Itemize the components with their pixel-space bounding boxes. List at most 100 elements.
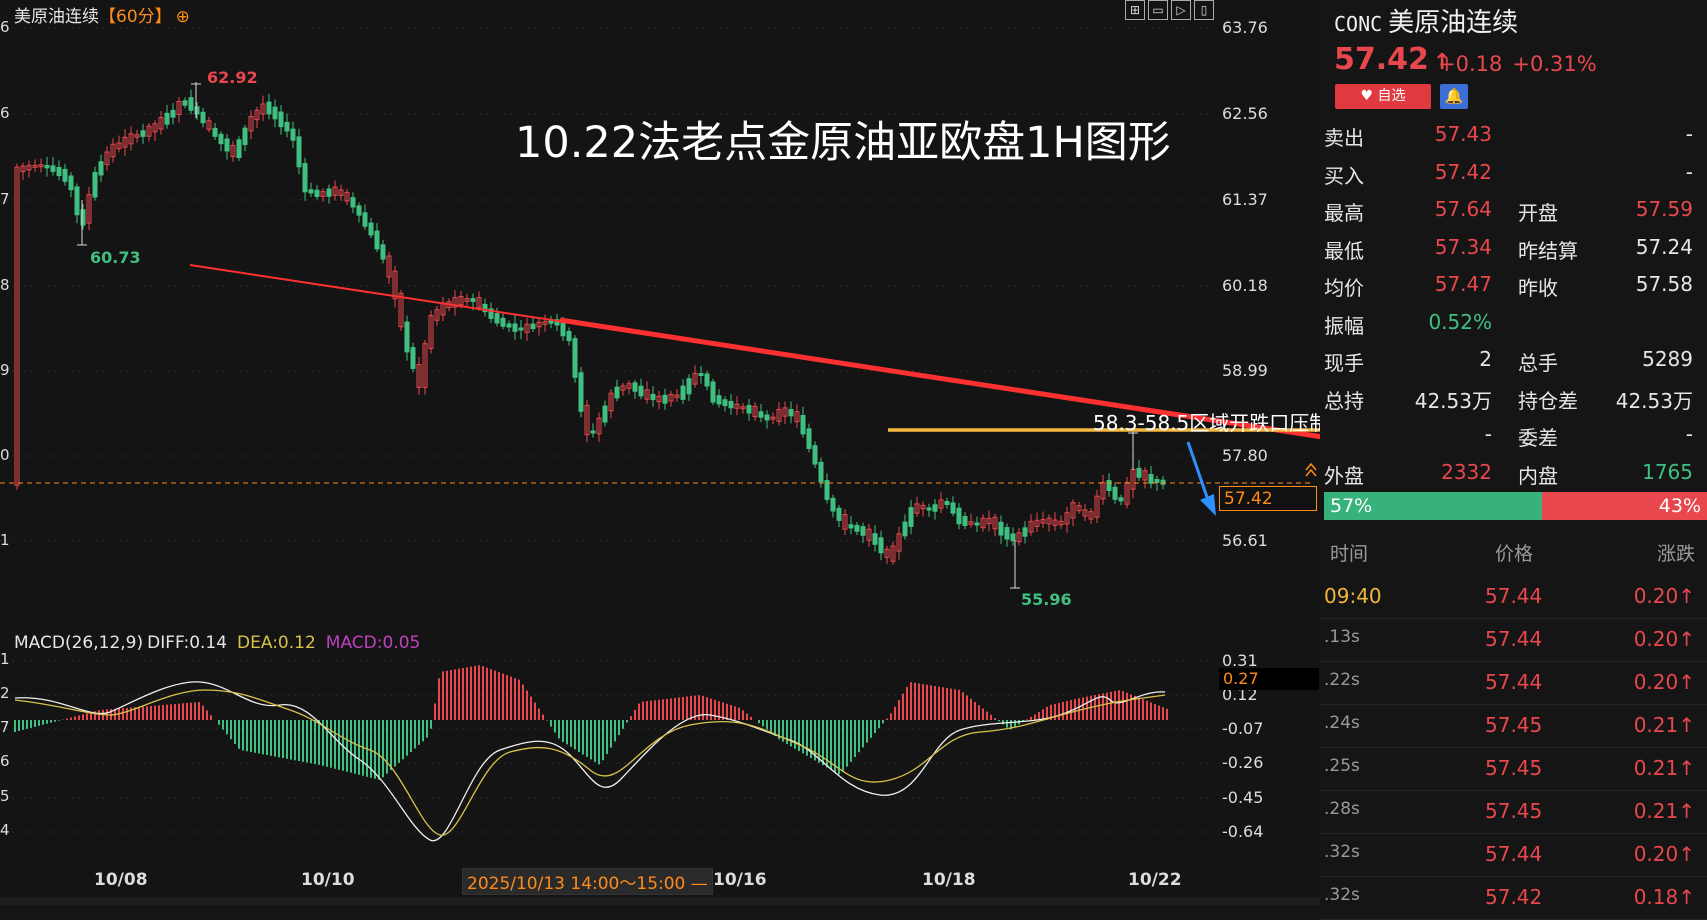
candle-body bbox=[170, 109, 176, 118]
candle-body bbox=[350, 197, 356, 208]
chart-toolbar: ⊞ ▭ ▷ ▯ bbox=[1125, 0, 1214, 20]
price-axis-label: 58.99 bbox=[1222, 361, 1268, 380]
price-axis-label: 57.80 bbox=[1222, 446, 1268, 465]
candle-body bbox=[1112, 486, 1118, 500]
dea-line bbox=[14, 689, 1166, 836]
macd-dea: DEA:0.12 bbox=[237, 633, 316, 653]
tick-list-header: 时间 价格 涨跌 bbox=[1320, 537, 1707, 567]
instrument-title: 美原油连续 bbox=[14, 7, 99, 27]
play-tool-icon[interactable]: ▷ bbox=[1171, 0, 1191, 20]
quote-key: 均价 bbox=[1324, 276, 1364, 300]
quote-row: 最高 57.64 开盘 57.59 bbox=[1320, 191, 1707, 229]
period-selector[interactable]: 【60分】 bbox=[99, 7, 172, 27]
crosshair-time-label: 2025/10/13 14:00～15:00 — bbox=[462, 868, 713, 895]
candle-body bbox=[1142, 470, 1148, 481]
crosshair-tool-icon[interactable]: ⊞ bbox=[1125, 0, 1145, 20]
tick-row[interactable]: .24s 57.45 0.21↑ bbox=[1320, 705, 1707, 748]
macd-axis-label: -0.07 bbox=[1222, 719, 1264, 738]
quote-key: 现手 bbox=[1324, 351, 1364, 375]
candle-body bbox=[578, 372, 584, 412]
tick-header-price: 价格 bbox=[1495, 543, 1534, 565]
left-axis-digit: 2 bbox=[0, 684, 10, 702]
inner-ratio: 43% bbox=[1542, 492, 1707, 520]
quote-value: - bbox=[1685, 159, 1693, 184]
chart-canvas[interactable] bbox=[0, 0, 1320, 905]
layout-tool-icon[interactable]: ▭ bbox=[1148, 0, 1168, 20]
left-axis-digit: 6 bbox=[0, 104, 10, 122]
add-favorite-button[interactable]: ♥ 自选 bbox=[1335, 84, 1431, 109]
instrument-name: 美原油连续 bbox=[1388, 8, 1519, 38]
candle-body bbox=[1082, 509, 1088, 517]
candle-body bbox=[470, 298, 476, 302]
candle-body bbox=[68, 175, 74, 191]
bell-icon[interactable]: 🔔 bbox=[1440, 84, 1468, 109]
left-axis-digit: 7 bbox=[0, 718, 10, 736]
candle-body bbox=[146, 125, 152, 137]
tick-row[interactable]: .32s 57.42 0.18↑ bbox=[1320, 877, 1707, 920]
tick-row[interactable]: .13s 57.44 0.20↑ bbox=[1320, 619, 1707, 662]
chart-title-bar: 美原油连续【60分】 ⊕ bbox=[14, 2, 190, 27]
candle-body bbox=[908, 507, 914, 527]
candle-body bbox=[14, 166, 20, 486]
candle-body bbox=[812, 445, 818, 465]
candle-body bbox=[356, 205, 362, 216]
candle-body bbox=[218, 133, 224, 145]
left-axis-digit: 8 bbox=[0, 276, 10, 294]
macd-legend[interactable]: MACD(26,12,9) DIFF:0.14 DEA:0.12 MACD:0.05 bbox=[14, 633, 430, 653]
candle-body bbox=[986, 517, 992, 525]
candle-body bbox=[44, 164, 50, 169]
candle-body bbox=[878, 537, 884, 554]
candle-body bbox=[554, 319, 560, 326]
quote-panel: CONC 美原油连续 57.42 ↑ +0.18 +0.31% ♥ 自选 🔔 卖出 57… bbox=[1320, 0, 1707, 920]
candle-body bbox=[536, 321, 542, 328]
quote-value: 57.34 bbox=[1434, 234, 1492, 259]
quote-value: - bbox=[1484, 422, 1492, 446]
candle-body bbox=[506, 323, 512, 328]
kline-chart-panel[interactable]: 美原油连续【60分】 ⊕ ⊞ ▭ ▷ ▯ 10.22法老点金原油亚欧盘1H图形 5… bbox=[0, 0, 1349, 905]
tick-list[interactable]: 09:40 57.44 0.20↑ .13s 57.44 0.20↑ .22s 57.44 0.… bbox=[1320, 576, 1707, 920]
candle-body bbox=[278, 111, 284, 128]
quote-value: 2332 bbox=[1441, 459, 1492, 484]
candle-body bbox=[746, 404, 752, 414]
tick-row[interactable]: .25s 57.45 0.21↑ bbox=[1320, 748, 1707, 791]
tick-row[interactable]: 09:40 57.44 0.20↑ bbox=[1320, 576, 1707, 619]
candle-body bbox=[368, 222, 374, 236]
candle-body bbox=[1046, 517, 1052, 525]
down-arrow bbox=[1186, 441, 1210, 501]
candle-body bbox=[824, 480, 830, 500]
panel-tool-icon[interactable]: ▯ bbox=[1194, 0, 1214, 20]
candle-body bbox=[584, 404, 590, 436]
candle-body bbox=[692, 372, 698, 385]
candle-body bbox=[1124, 481, 1130, 505]
tick-row[interactable]: .28s 57.45 0.21↑ bbox=[1320, 791, 1707, 834]
indicator-tab-strip[interactable] bbox=[0, 897, 1320, 905]
candle-body bbox=[1118, 497, 1124, 502]
candle-body bbox=[374, 230, 380, 250]
candle-body bbox=[182, 100, 188, 106]
candle-body bbox=[572, 338, 578, 378]
candle-body bbox=[734, 403, 740, 409]
candle-body bbox=[776, 408, 782, 422]
candle-body bbox=[944, 501, 950, 505]
candle-body bbox=[632, 382, 638, 392]
candle-body bbox=[638, 385, 644, 397]
candle-body bbox=[386, 255, 392, 278]
quote-key: 昨收 bbox=[1518, 276, 1558, 300]
tick-change: 0.21↑ bbox=[1633, 799, 1695, 823]
last-price: 57.42 ↑ bbox=[1334, 42, 1452, 77]
left-axis-digit: 5 bbox=[0, 787, 10, 805]
quote-value: 57.43 bbox=[1434, 122, 1492, 146]
quote-value: 0.52% bbox=[1428, 309, 1492, 334]
add-indicator-icon[interactable]: ⊕ bbox=[175, 7, 190, 27]
candle-body bbox=[860, 526, 866, 536]
tick-time: .22s bbox=[1324, 670, 1360, 690]
quote-row: 外盘 2332 内盘 1765 bbox=[1320, 454, 1707, 492]
quote-key: 持仓差 bbox=[1518, 388, 1578, 413]
candle-body bbox=[1004, 527, 1010, 540]
quote-row: 振幅 0.52% bbox=[1320, 304, 1707, 342]
candle-body bbox=[1088, 511, 1094, 520]
tick-row[interactable]: .22s 57.44 0.20↑ bbox=[1320, 662, 1707, 705]
left-axis-digit: 6 bbox=[0, 18, 10, 36]
tick-row[interactable]: .32s 57.44 0.20↑ bbox=[1320, 834, 1707, 877]
quote-key: 振幅 bbox=[1324, 313, 1364, 338]
